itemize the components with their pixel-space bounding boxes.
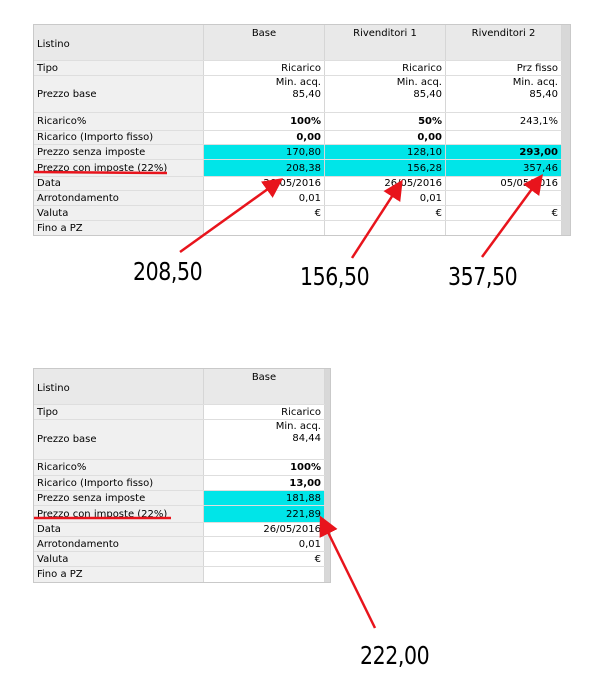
cell[interactable]: € bbox=[446, 206, 562, 220]
row-label-ricarico-pct: Ricarico% bbox=[34, 460, 204, 475]
arrow-to-base bbox=[179, 178, 284, 254]
column-header-rivenditori-1[interactable]: Rivenditori 1 bbox=[325, 25, 446, 60]
cell[interactable] bbox=[446, 221, 562, 235]
arrow-to-rivenditori-2 bbox=[480, 173, 543, 258]
table-row: Fino a PZ bbox=[34, 221, 570, 235]
table-row: Prezzo senza imposte 181,88 bbox=[34, 491, 330, 506]
cell[interactable]: 0,00 bbox=[325, 131, 446, 144]
cell[interactable] bbox=[325, 221, 446, 235]
table-row: Arrotondamento 0,01 bbox=[34, 537, 330, 552]
annotation-value-base: 208,50 bbox=[133, 257, 203, 286]
table-row: Data 26/05/2016 bbox=[34, 523, 330, 537]
cell[interactable]: 221,89 bbox=[204, 506, 325, 522]
row-label-ricarico-importo: Ricarico (Importo fisso) bbox=[34, 476, 204, 490]
cell[interactable]: 50% bbox=[325, 113, 446, 130]
annotation-value-rivenditori-1: 156,50 bbox=[300, 262, 370, 291]
cell[interactable]: Min. acq. 85,40 bbox=[204, 76, 325, 112]
column-header-rivenditori-2[interactable]: Rivenditori 2 bbox=[446, 25, 562, 60]
row-label-fino-a-pz: Fino a PZ bbox=[34, 221, 204, 235]
cell[interactable]: Ricarico bbox=[325, 61, 446, 75]
top-price-grid: Listino Base Rivenditori 1 Rivenditori 2… bbox=[33, 24, 571, 236]
column-header-base[interactable]: Base bbox=[204, 369, 325, 404]
table-row: Ricarico% 100% bbox=[34, 460, 330, 476]
annotation-value-bottom-base: 222,00 bbox=[360, 641, 430, 670]
table-row: Arrotondamento 0,01 0,01 bbox=[34, 191, 570, 206]
header-listino-label: Listino bbox=[37, 39, 70, 50]
vertical-scrollbar[interactable] bbox=[562, 25, 570, 235]
row-label-valuta: Valuta bbox=[34, 552, 204, 566]
header-listino: Listino bbox=[34, 369, 204, 404]
arrow-to-bottom-base bbox=[319, 515, 377, 629]
cell[interactable]: 0,01 bbox=[204, 537, 325, 551]
table-row: Ricarico (Importo fisso) 13,00 bbox=[34, 476, 330, 491]
cell[interactable]: 293,00 bbox=[446, 145, 562, 159]
cell[interactable]: 26/05/2016 bbox=[204, 177, 325, 190]
table-row: Valuta € € € bbox=[34, 206, 570, 221]
row-label-arrotondamento: Arrotondamento bbox=[34, 537, 204, 551]
cell[interactable]: Min. acq. 85,40 bbox=[325, 76, 446, 112]
cell[interactable]: € bbox=[325, 206, 446, 220]
row-label-tipo: Tipo bbox=[34, 61, 204, 75]
row-label-prezzo-senza-imposte: Prezzo senza imposte bbox=[34, 145, 204, 159]
row-label-prezzo-base: Prezzo base bbox=[34, 420, 204, 459]
table-row: Tipo Ricarico Ricarico Prz fisso bbox=[34, 61, 570, 76]
cell[interactable]: 0,00 bbox=[204, 131, 325, 144]
row-label-data: Data bbox=[34, 523, 204, 536]
table-row: Prezzo con imposte (22%) 208,38 156,28 3… bbox=[34, 160, 570, 177]
table-row: Prezzo base Min. acq. 85,40 Min. acq. 85,4… bbox=[34, 76, 570, 113]
cell[interactable]: 208,38 bbox=[204, 160, 325, 176]
cell[interactable]: 0,01 bbox=[204, 191, 325, 205]
cell[interactable]: 128,10 bbox=[325, 145, 446, 159]
table-row: Fino a PZ bbox=[34, 567, 330, 582]
row-label-prezzo-base: Prezzo base bbox=[34, 76, 204, 112]
column-header-base[interactable]: Base bbox=[204, 25, 325, 60]
cell[interactable]: € bbox=[204, 552, 325, 566]
table-row: Prezzo base Min. acq. 84,44 bbox=[34, 420, 330, 460]
row-label-prezzo-senza-imposte: Prezzo senza imposte bbox=[34, 491, 204, 505]
cell[interactable]: 26/05/2016 bbox=[325, 177, 446, 190]
cell[interactable]: 243,1% bbox=[446, 113, 562, 130]
cell[interactable] bbox=[446, 131, 562, 144]
header-row: Listino Base Rivenditori 1 Rivenditori 2 bbox=[34, 25, 570, 61]
cell[interactable]: 181,88 bbox=[204, 491, 325, 505]
cell[interactable]: Prz fisso bbox=[446, 61, 562, 75]
table-row: Ricarico (Importo fisso) 0,00 0,00 bbox=[34, 131, 570, 145]
table-row: Tipo Ricarico bbox=[34, 405, 330, 420]
annotation-value-rivenditori-2: 357,50 bbox=[448, 262, 518, 291]
header-row: Listino Base bbox=[34, 369, 330, 405]
cell[interactable] bbox=[204, 567, 325, 582]
cell[interactable] bbox=[446, 191, 562, 205]
table-row: Valuta € bbox=[34, 552, 330, 567]
row-label-arrotondamento: Arrotondamento bbox=[34, 191, 204, 205]
row-label-tipo: Tipo bbox=[34, 405, 204, 419]
arrow-to-rivenditori-1 bbox=[350, 179, 403, 259]
cell[interactable]: 156,28 bbox=[325, 160, 446, 176]
underline-prezzo-con-imposte-top bbox=[33, 170, 168, 175]
cell[interactable]: Min. acq. 84,44 bbox=[204, 420, 325, 459]
cell[interactable]: 357,46 bbox=[446, 160, 562, 176]
row-label-fino-a-pz: Fino a PZ bbox=[34, 567, 204, 582]
cell[interactable]: 100% bbox=[204, 113, 325, 130]
cell[interactable] bbox=[204, 221, 325, 235]
row-label-valuta: Valuta bbox=[34, 206, 204, 220]
row-label-ricarico-importo: Ricarico (Importo fisso) bbox=[34, 131, 204, 144]
table-row: Ricarico% 100% 50% 243,1% bbox=[34, 113, 570, 131]
cell[interactable]: Ricarico bbox=[204, 61, 325, 75]
header-listino: Listino bbox=[34, 25, 204, 60]
table-row: Prezzo senza imposte 170,80 128,10 293,0… bbox=[34, 145, 570, 160]
cell[interactable]: 0,01 bbox=[325, 191, 446, 205]
cell[interactable]: 13,00 bbox=[204, 476, 325, 490]
row-label-data: Data bbox=[34, 177, 204, 190]
cell[interactable]: Ricarico bbox=[204, 405, 325, 419]
cell[interactable]: 100% bbox=[204, 460, 325, 475]
cell[interactable]: 170,80 bbox=[204, 145, 325, 159]
bottom-price-grid: Listino Base Tipo Ricarico Prezzo base M… bbox=[33, 368, 331, 583]
row-label-ricarico-pct: Ricarico% bbox=[34, 113, 204, 130]
cell[interactable]: Min. acq. 85,40 bbox=[446, 76, 562, 112]
cell[interactable]: € bbox=[204, 206, 325, 220]
vertical-scrollbar[interactable] bbox=[325, 369, 330, 582]
